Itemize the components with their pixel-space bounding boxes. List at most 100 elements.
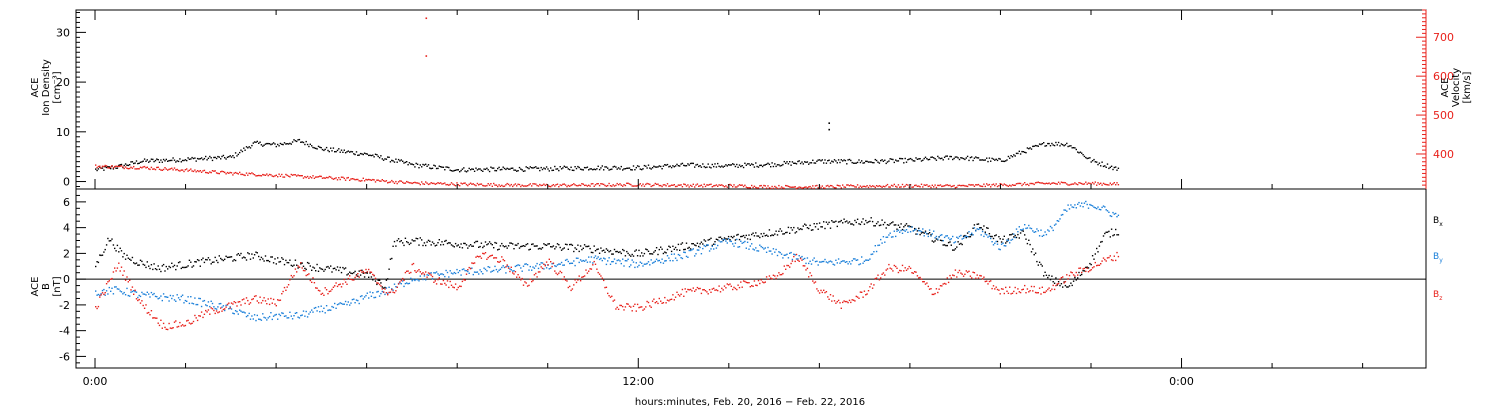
by-point bbox=[1079, 205, 1082, 207]
bz-point bbox=[516, 276, 518, 278]
ion-density-point bbox=[268, 143, 271, 145]
bz-point bbox=[833, 300, 836, 302]
bz-point bbox=[589, 268, 591, 270]
velocity-point bbox=[321, 177, 324, 179]
bx-point bbox=[226, 256, 229, 259]
bz-point bbox=[289, 279, 291, 281]
by-point bbox=[266, 319, 268, 321]
bx-point bbox=[502, 245, 504, 247]
bx-point bbox=[570, 243, 572, 246]
by-point bbox=[1014, 236, 1016, 239]
velocity-point bbox=[213, 170, 215, 172]
bz-point bbox=[616, 306, 618, 309]
ion-density-point bbox=[617, 167, 620, 169]
ion-density-point bbox=[168, 160, 170, 162]
bz-point bbox=[960, 272, 962, 274]
velocity-point bbox=[755, 186, 757, 189]
bx-point bbox=[200, 259, 203, 261]
bz-point bbox=[331, 288, 333, 291]
bz-point bbox=[831, 300, 833, 302]
bx-point bbox=[763, 232, 765, 235]
by-point bbox=[119, 290, 121, 292]
ion-density-point bbox=[422, 163, 424, 166]
ion-density-point bbox=[507, 168, 510, 170]
ion-density-point bbox=[909, 157, 912, 160]
velocity-point bbox=[521, 184, 523, 186]
bz-point bbox=[304, 270, 306, 272]
bx-point bbox=[145, 266, 147, 269]
velocity-point bbox=[131, 167, 134, 169]
velocity-point bbox=[733, 184, 735, 186]
bx-point bbox=[224, 258, 226, 260]
velocity-point bbox=[162, 168, 165, 171]
velocity-point bbox=[1025, 184, 1027, 186]
by-point bbox=[471, 267, 473, 269]
bz-point bbox=[952, 274, 954, 276]
ion-density-point bbox=[842, 160, 844, 162]
ion-density-point bbox=[977, 157, 980, 159]
bx-point bbox=[927, 233, 929, 235]
bx-point bbox=[1115, 228, 1117, 231]
by-point bbox=[935, 235, 938, 238]
ion-density-point bbox=[124, 163, 127, 165]
legend-by: By bbox=[1433, 252, 1443, 264]
bx-point bbox=[221, 258, 223, 261]
ion-density-point bbox=[395, 158, 397, 160]
ion-density-point bbox=[991, 157, 993, 160]
ion-density-point bbox=[856, 161, 859, 164]
ion-density-point bbox=[380, 155, 382, 157]
velocity-point bbox=[412, 182, 415, 184]
velocity-point bbox=[839, 185, 841, 187]
ion-density-point bbox=[1074, 147, 1076, 149]
bx-point bbox=[839, 220, 841, 223]
bz-point bbox=[928, 288, 931, 290]
by-point bbox=[681, 257, 684, 260]
ion-density-point bbox=[630, 169, 632, 171]
bz-point bbox=[556, 273, 559, 276]
by-point bbox=[514, 265, 517, 268]
bx-point bbox=[669, 246, 671, 248]
bz-point bbox=[740, 281, 742, 283]
bz-point bbox=[445, 284, 447, 286]
right-tick-label: 600 bbox=[1433, 70, 1454, 83]
ion-density-point bbox=[468, 167, 470, 170]
ion-density-point bbox=[522, 170, 525, 172]
velocity-point bbox=[550, 185, 552, 188]
velocity-point bbox=[859, 185, 862, 187]
bx-point bbox=[611, 253, 613, 255]
velocity-point bbox=[531, 185, 533, 187]
bz-point bbox=[382, 291, 385, 293]
by-point bbox=[139, 295, 142, 298]
ion-density-point bbox=[778, 164, 780, 166]
bz-point bbox=[789, 266, 791, 268]
bz-point bbox=[790, 262, 792, 265]
ion-density-point bbox=[205, 155, 207, 158]
bx-point bbox=[1052, 281, 1054, 283]
bz-point bbox=[760, 279, 762, 281]
ion-density-point bbox=[673, 166, 675, 168]
bx-point bbox=[1044, 271, 1046, 273]
bz-point bbox=[897, 271, 900, 274]
bz-point bbox=[794, 260, 796, 263]
by-point bbox=[635, 262, 637, 264]
velocity-point bbox=[956, 186, 958, 188]
by-point bbox=[998, 248, 1000, 250]
ion-density-point bbox=[488, 170, 491, 173]
by-point bbox=[400, 283, 402, 285]
velocity-point bbox=[892, 185, 894, 187]
velocity-point bbox=[914, 184, 916, 187]
bx-point bbox=[1085, 266, 1087, 269]
by-point bbox=[1098, 208, 1101, 211]
bx-point bbox=[497, 249, 499, 251]
by-point bbox=[987, 236, 989, 238]
by-point bbox=[407, 283, 409, 285]
by-point bbox=[778, 251, 780, 253]
by-point bbox=[510, 269, 512, 271]
velocity-point bbox=[620, 184, 622, 186]
ion-density-point bbox=[482, 170, 484, 172]
bx-point bbox=[1068, 285, 1071, 287]
by-point bbox=[361, 295, 363, 297]
velocity-point bbox=[551, 184, 553, 187]
bz-point bbox=[908, 265, 910, 268]
by-point bbox=[478, 273, 480, 275]
